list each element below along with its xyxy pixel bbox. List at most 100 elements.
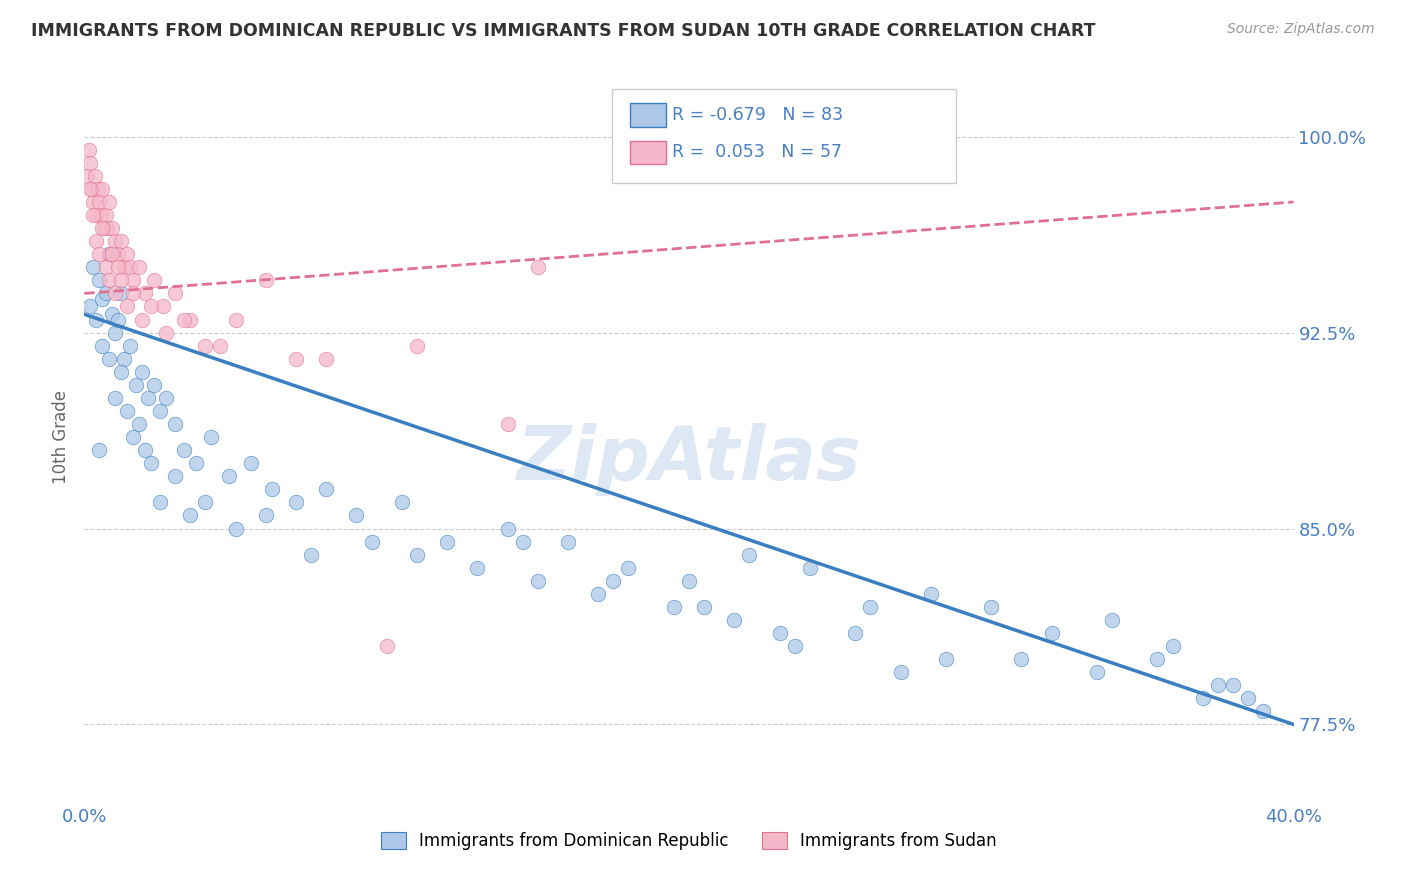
Point (1101, 613, 1123, 627)
Point (131, 312, 153, 326)
Point (115, 300, 138, 314)
Point (94, 208, 117, 222)
Point (121, 286, 143, 301)
Point (112, 351, 135, 366)
Point (299, 548, 322, 562)
Point (1040, 626, 1063, 640)
Point (1161, 639, 1184, 653)
Point (94, 260, 117, 275)
Point (218, 469, 240, 483)
Point (100, 247, 122, 261)
Point (86, 208, 108, 222)
Point (239, 456, 262, 470)
Point (112, 260, 135, 275)
Point (165, 286, 187, 301)
Point (496, 417, 519, 431)
Point (82, 208, 104, 222)
Point (90, 208, 112, 222)
Point (406, 548, 429, 562)
Point (100, 307, 122, 321)
Point (285, 351, 308, 366)
Point (96, 221, 118, 235)
Point (1206, 678, 1229, 692)
Point (104, 234, 127, 248)
Point (527, 260, 550, 275)
Point (128, 417, 150, 431)
Point (200, 430, 222, 444)
Point (91, 221, 114, 235)
Point (79, 182, 101, 196)
Point (91, 292, 114, 306)
Point (346, 508, 368, 523)
Point (155, 326, 177, 340)
Point (285, 495, 308, 509)
Point (588, 587, 610, 601)
Point (149, 495, 172, 509)
Point (209, 338, 232, 352)
Point (723, 613, 745, 627)
Point (799, 560, 821, 574)
Point (142, 377, 165, 392)
Point (1011, 652, 1033, 666)
Point (115, 404, 138, 418)
Point (602, 574, 624, 588)
Point (678, 574, 700, 588)
Point (110, 365, 132, 379)
Point (527, 574, 550, 588)
Point (254, 273, 277, 287)
Point (1146, 652, 1168, 666)
Point (173, 312, 195, 326)
Point (100, 221, 122, 235)
Point (82, 194, 104, 209)
Text: ZipAtlas: ZipAtlas (516, 423, 862, 496)
Point (139, 300, 162, 314)
Point (557, 534, 579, 549)
Point (1237, 691, 1260, 706)
Point (91, 338, 114, 352)
Point (94, 286, 117, 301)
Point (80, 182, 103, 196)
Text: R = -0.679   N = 83: R = -0.679 N = 83 (672, 106, 844, 124)
Point (315, 483, 337, 497)
Point (118, 260, 141, 275)
Point (125, 377, 148, 392)
Point (89, 443, 111, 458)
Point (89, 273, 111, 287)
Point (139, 456, 162, 470)
Point (121, 430, 143, 444)
Point (1222, 678, 1244, 692)
Point (77, 143, 100, 157)
Point (406, 338, 429, 352)
Point (110, 234, 132, 248)
Point (107, 247, 129, 261)
Point (375, 639, 398, 653)
Point (97, 351, 120, 366)
Point (121, 273, 143, 287)
Point (391, 495, 413, 509)
Point (86, 234, 108, 248)
Point (436, 534, 458, 549)
Point (110, 273, 132, 287)
Point (512, 534, 534, 549)
Legend: Immigrants from Dominican Republic, Immigrants from Sudan: Immigrants from Dominican Republic, Immi… (374, 825, 1004, 856)
Point (496, 521, 519, 535)
Point (617, 560, 640, 574)
Point (155, 391, 177, 405)
Point (136, 391, 159, 405)
Point (98, 247, 121, 261)
Point (84, 169, 107, 183)
Point (179, 508, 201, 523)
Point (738, 548, 761, 562)
Point (97, 247, 120, 261)
Point (173, 443, 195, 458)
Point (165, 417, 187, 431)
Point (91, 182, 114, 196)
Point (315, 351, 337, 366)
Point (260, 483, 283, 497)
Point (76, 169, 98, 183)
Point (783, 639, 806, 653)
Point (194, 495, 217, 509)
Point (467, 560, 489, 574)
Point (980, 599, 1002, 614)
Y-axis label: 10th Grade: 10th Grade (52, 390, 70, 484)
